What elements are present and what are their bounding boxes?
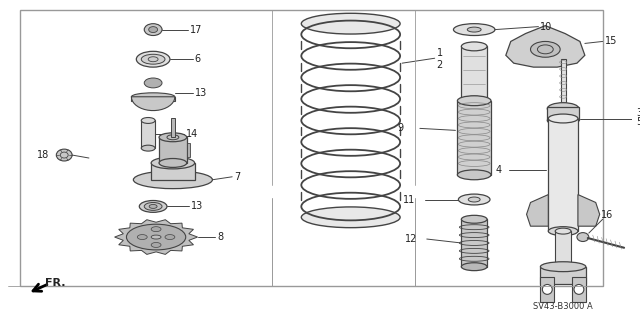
Ellipse shape (56, 149, 72, 161)
Text: SV43-B3000 A: SV43-B3000 A (533, 302, 593, 311)
Bar (458, 101, 491, 175)
Text: 9: 9 (397, 123, 403, 133)
Bar (141, 121, 155, 148)
Ellipse shape (159, 159, 187, 167)
Ellipse shape (531, 41, 560, 57)
Ellipse shape (138, 234, 147, 240)
Text: 11: 11 (403, 195, 415, 204)
Ellipse shape (547, 103, 579, 115)
Text: 18: 18 (36, 150, 49, 160)
Ellipse shape (461, 42, 487, 51)
Bar (461, 46, 487, 101)
Ellipse shape (556, 228, 571, 234)
Text: 12: 12 (405, 234, 417, 244)
Bar (171, 117, 175, 137)
Ellipse shape (159, 133, 187, 142)
Ellipse shape (301, 207, 400, 228)
Text: 7: 7 (234, 172, 241, 182)
Ellipse shape (458, 194, 490, 205)
Ellipse shape (540, 262, 586, 272)
Ellipse shape (458, 170, 491, 180)
Polygon shape (115, 220, 198, 254)
Polygon shape (153, 25, 162, 30)
Ellipse shape (151, 235, 161, 239)
Text: 4: 4 (496, 165, 502, 175)
Ellipse shape (467, 27, 481, 32)
Text: 6: 6 (195, 54, 201, 64)
Polygon shape (131, 97, 175, 111)
Text: 8: 8 (218, 232, 223, 242)
Ellipse shape (140, 201, 167, 212)
Ellipse shape (144, 78, 162, 88)
Polygon shape (148, 25, 157, 30)
Text: 16: 16 (601, 210, 613, 220)
Bar (556, 231, 571, 267)
Ellipse shape (548, 227, 578, 235)
Ellipse shape (454, 24, 495, 35)
Ellipse shape (547, 115, 579, 125)
Ellipse shape (133, 171, 212, 189)
Polygon shape (153, 30, 162, 35)
Polygon shape (148, 30, 157, 35)
Bar (561, 59, 566, 113)
Bar (20, 10, 603, 286)
Ellipse shape (136, 51, 170, 67)
Ellipse shape (141, 145, 155, 151)
Ellipse shape (149, 204, 157, 208)
Bar (187, 143, 189, 157)
Ellipse shape (461, 263, 487, 271)
Ellipse shape (141, 54, 165, 64)
Bar (540, 277, 554, 302)
Bar (547, 107, 579, 121)
Polygon shape (131, 97, 175, 101)
Polygon shape (578, 195, 600, 226)
Text: 17: 17 (189, 25, 202, 34)
Polygon shape (144, 25, 153, 30)
Bar (572, 277, 586, 302)
Ellipse shape (458, 96, 491, 106)
Polygon shape (144, 30, 153, 35)
Ellipse shape (148, 26, 157, 33)
Bar (461, 219, 487, 267)
Ellipse shape (144, 203, 162, 210)
Ellipse shape (148, 57, 158, 62)
Ellipse shape (301, 13, 400, 34)
Text: 10: 10 (540, 22, 553, 32)
Bar (159, 137, 187, 163)
Text: 13: 13 (191, 201, 203, 211)
Ellipse shape (151, 242, 161, 248)
Ellipse shape (461, 96, 487, 105)
Text: 13: 13 (195, 88, 207, 98)
Text: 5: 5 (636, 117, 640, 128)
Bar (151, 163, 195, 180)
Ellipse shape (468, 197, 480, 202)
Ellipse shape (141, 117, 155, 123)
Ellipse shape (151, 157, 195, 169)
Ellipse shape (165, 234, 175, 240)
Text: 14: 14 (186, 129, 198, 139)
Ellipse shape (151, 227, 161, 232)
Ellipse shape (144, 24, 162, 35)
Ellipse shape (548, 114, 578, 123)
Ellipse shape (577, 233, 589, 241)
Ellipse shape (127, 224, 186, 250)
Bar (548, 118, 578, 231)
Text: 1: 1 (436, 48, 443, 58)
Ellipse shape (542, 285, 552, 294)
Text: FR.: FR. (45, 278, 66, 288)
Ellipse shape (131, 93, 175, 101)
Text: 2: 2 (436, 60, 443, 70)
Text: 3: 3 (636, 108, 640, 118)
Ellipse shape (461, 215, 487, 223)
Polygon shape (527, 195, 548, 226)
Polygon shape (506, 26, 585, 67)
Text: 15: 15 (605, 36, 617, 47)
Bar (540, 267, 586, 285)
Ellipse shape (574, 285, 584, 294)
